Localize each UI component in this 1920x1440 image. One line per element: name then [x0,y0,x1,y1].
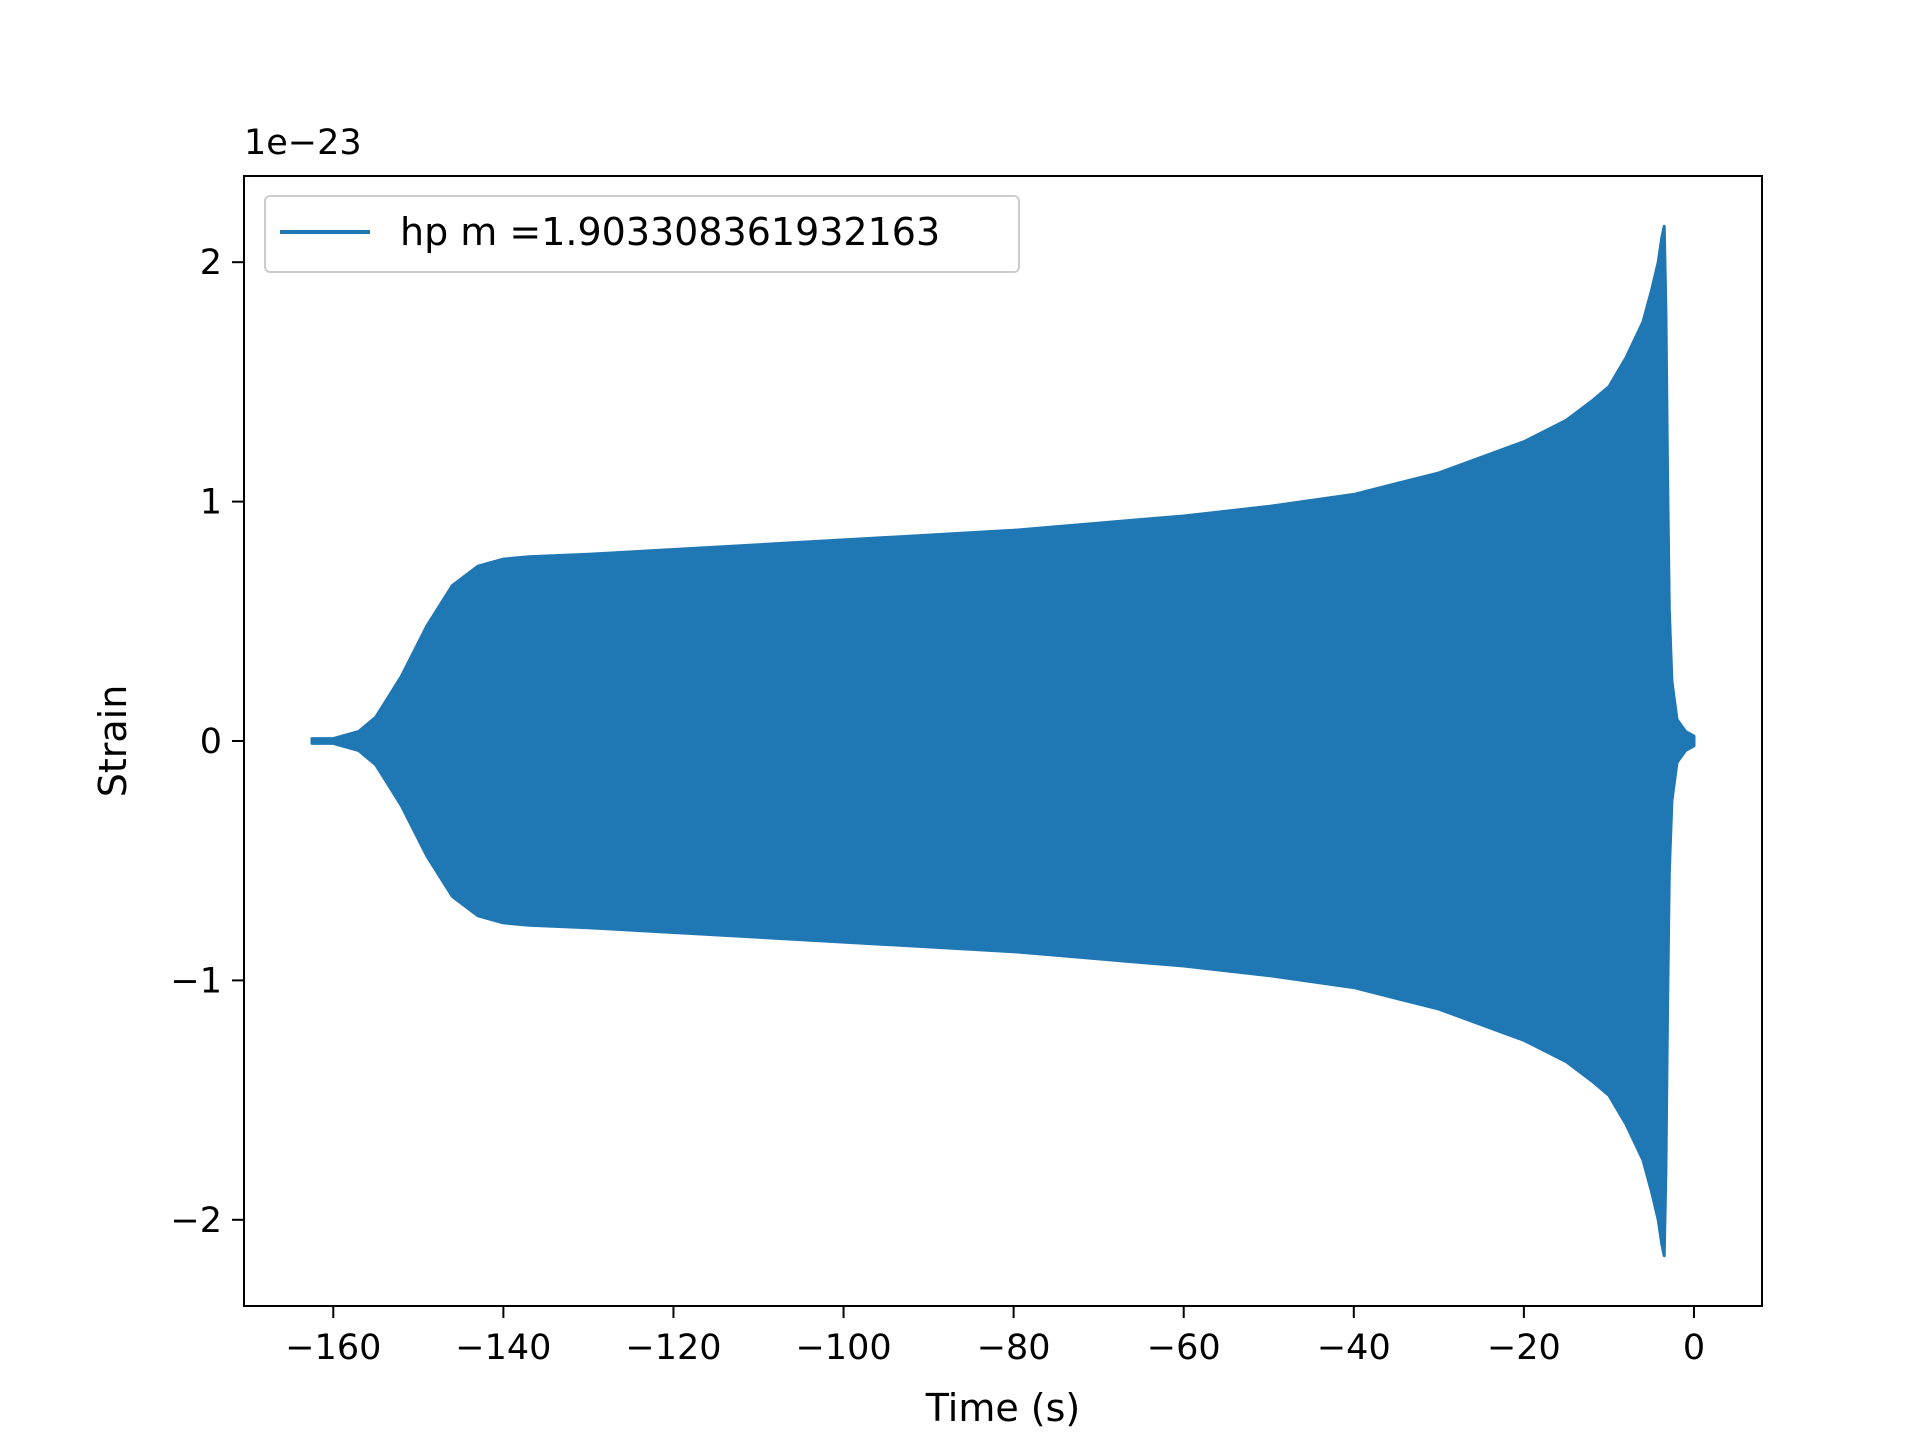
x-tick-label: −40 [1317,1328,1391,1368]
legend: hp m =1.903308361932163 [264,195,1020,273]
x-tick-label: −140 [455,1328,551,1368]
y-tick-label: 2 [200,243,222,283]
y-offset-label: 1e−23 [244,123,362,163]
x-axis: −160 −140 −120 −100 −80 −60 −40 −20 0 [285,1306,1705,1368]
y-tick-label: −2 [170,1201,222,1241]
x-axis-title: Time (s) [925,1386,1081,1430]
y-tick-label: 0 [200,722,222,762]
legend-box [264,195,1020,273]
y-tick-label: 1 [200,483,222,523]
x-tick-label: −160 [285,1328,381,1368]
x-tick-label: −20 [1487,1328,1561,1368]
y-axis: −2 −1 0 1 2 [170,243,244,1241]
x-tick-label: −80 [977,1328,1051,1368]
y-axis-title: Strain [91,685,135,798]
x-tick-label: −60 [1147,1328,1221,1368]
y-tick-label: −1 [170,961,222,1001]
x-tick-label: −120 [625,1328,721,1368]
x-tick-label: 0 [1683,1328,1705,1368]
plot-area [310,224,1696,1258]
x-tick-label: −100 [795,1328,891,1368]
series-hp-waveform [310,224,1696,1258]
legend-label: hp m =1.903308361932163 [400,210,940,254]
